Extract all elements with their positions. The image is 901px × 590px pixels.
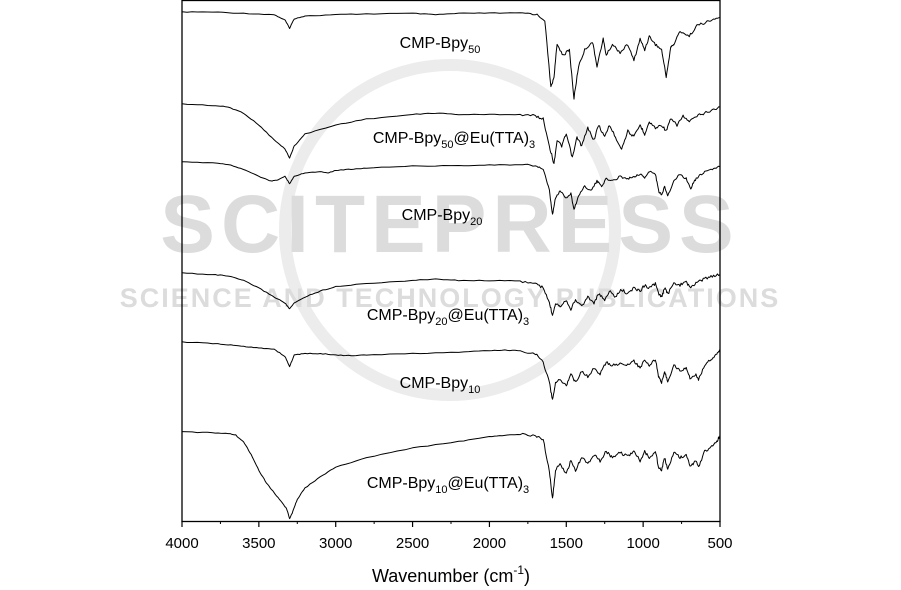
series-labels: CMP-Bpy50CMP-Bpy50@Eu(TTA)3CMP-Bpy20CMP-… xyxy=(367,35,535,496)
series-label-main: CMP-Bpy xyxy=(400,375,468,392)
series-label-3: CMP-Bpy20 xyxy=(402,207,483,228)
spectrum-line-2 xyxy=(181,103,721,164)
spectrum-line-3 xyxy=(181,161,721,215)
series-label-suffix: @Eu(TTA) xyxy=(454,130,530,147)
spectrum-line-6 xyxy=(181,431,721,520)
x-tick-label: 3500 xyxy=(242,535,275,552)
series-label-5: CMP-Bpy10 xyxy=(400,375,481,396)
x-tick-label: 1000 xyxy=(626,535,659,552)
spectrum-line-5 xyxy=(181,341,721,400)
x-tick-label: 3000 xyxy=(319,535,352,552)
watermark-line2: SCIENCE AND TECHNOLOGY PUBLICATIONS xyxy=(120,283,781,313)
series-label-suffix: @Eu(TTA) xyxy=(448,307,524,324)
series-label-main: CMP-Bpy xyxy=(402,207,470,224)
x-tick-label: 4000 xyxy=(165,535,198,552)
x-tick-label: 500 xyxy=(707,535,732,552)
series-label-2: CMP-Bpy50@Eu(TTA)3 xyxy=(373,130,535,151)
watermark-line1: SCITEPRESS xyxy=(160,179,739,270)
spectrum-line-1 xyxy=(181,11,721,100)
series-label-sub: 10 xyxy=(468,384,480,396)
series-label-sub: 10 xyxy=(435,484,447,496)
x-tick-label: 1500 xyxy=(550,535,583,552)
series-label-1: CMP-Bpy50 xyxy=(400,35,481,56)
series-label-suffix: @Eu(TTA) xyxy=(448,475,524,492)
series-label-main: CMP-Bpy xyxy=(367,475,435,492)
watermark: SCITEPRESS SCIENCE AND TECHNOLOGY PUBLIC… xyxy=(120,59,781,401)
spectrum-line-4 xyxy=(181,272,721,316)
series-label-sub: 50 xyxy=(468,44,480,56)
x-tick-label: 2500 xyxy=(396,535,429,552)
series-label-main: CMP-Bpy xyxy=(400,35,468,52)
x-axis-title-end: ) xyxy=(524,566,530,586)
series-label-sub: 50 xyxy=(441,139,453,151)
x-axis: 4000 3500 3000 2500 2000 1500 1000 500 xyxy=(165,521,733,552)
series-label-suffix-sub: 3 xyxy=(529,139,535,151)
spectra-group xyxy=(181,11,721,520)
series-label-4: CMP-Bpy20@Eu(TTA)3 xyxy=(367,307,529,328)
series-label-sub: 20 xyxy=(470,216,482,228)
series-label-suffix-sub: 3 xyxy=(523,484,529,496)
x-tick-label: 2000 xyxy=(473,535,506,552)
watermark-logo-arc xyxy=(279,59,621,401)
series-label-main: CMP-Bpy xyxy=(373,130,441,147)
series-label-6: CMP-Bpy10@Eu(TTA)3 xyxy=(367,475,529,496)
series-label-suffix-sub: 3 xyxy=(523,316,529,328)
series-label-sub: 20 xyxy=(435,316,447,328)
series-label-main: CMP-Bpy xyxy=(367,307,435,324)
x-axis-title-sup: -1 xyxy=(513,563,524,577)
x-axis-title-main: Wavenumber (cm xyxy=(372,566,513,586)
x-axis-title: Wavenumber (cm-1) xyxy=(372,563,530,586)
